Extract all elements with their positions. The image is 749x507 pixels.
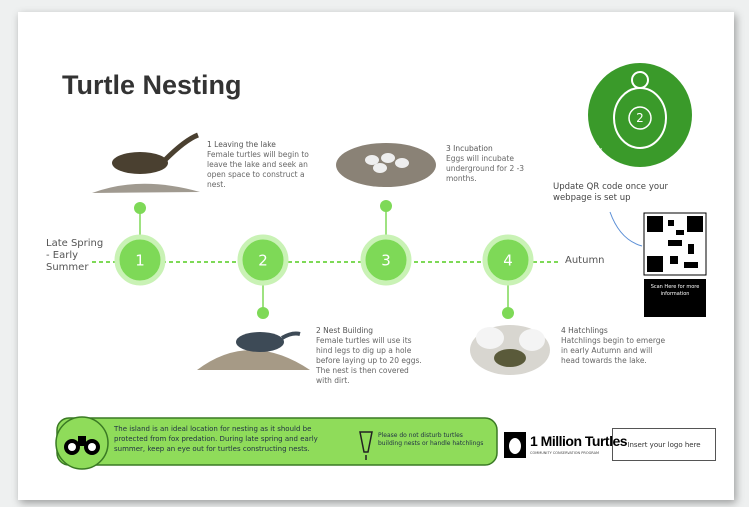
step-number: 4 <box>503 252 513 270</box>
dot <box>502 307 514 319</box>
step-text: Female turtles will begin to leave the l… <box>207 150 309 189</box>
step-heading: 1 Leaving the lake <box>207 140 317 150</box>
warning-text: Please do not disturb turtles building n… <box>378 432 488 448</box>
step-number: 3 <box>381 252 391 270</box>
page: Turtle Tour Stop 2 1 2 3 4 <box>0 0 749 507</box>
brand-turtle <box>509 438 521 454</box>
step-number: 2 <box>258 252 268 270</box>
timeline-end: Autumn <box>565 255 605 267</box>
qr-note: Update QR code once your webpage is set … <box>553 182 668 204</box>
arrow <box>610 212 642 246</box>
title: Turtle Nesting <box>62 70 242 101</box>
dot <box>380 200 392 212</box>
timeline-start: Late Spring - Early Summer <box>46 238 106 274</box>
dot <box>257 307 269 319</box>
step-text: Hatchlings begin to emerge in early Autu… <box>561 336 665 365</box>
step-text: Eggs will incubate underground for 2 -3 … <box>446 154 524 183</box>
step-number: 1 <box>135 252 145 270</box>
step-heading: 4 Hatchlings <box>561 326 671 336</box>
photo-eggs <box>336 143 436 187</box>
photo-turtle-leaving <box>92 135 200 193</box>
step-text: Female turtles will use its hind legs to… <box>316 336 422 385</box>
step-numbers: 1 2 3 4 <box>135 252 513 270</box>
badge-number: 2 <box>636 111 644 125</box>
photo-nesting <box>197 332 310 370</box>
info-text: The island is an ideal location for nest… <box>114 424 344 454</box>
qr-caption: Scan Here for more information <box>644 279 706 317</box>
dot <box>134 202 146 214</box>
logo-placeholder: Insert your logo here <box>612 428 716 461</box>
photo-hatchlings <box>470 325 550 375</box>
step-circles <box>117 237 531 283</box>
step-heading: 3 Incubation <box>446 144 541 154</box>
step-heading: 2 Nest Building <box>316 326 426 336</box>
brand-subtitle: COMMUNITY CONSERVATION PROGRAM <box>530 451 599 455</box>
